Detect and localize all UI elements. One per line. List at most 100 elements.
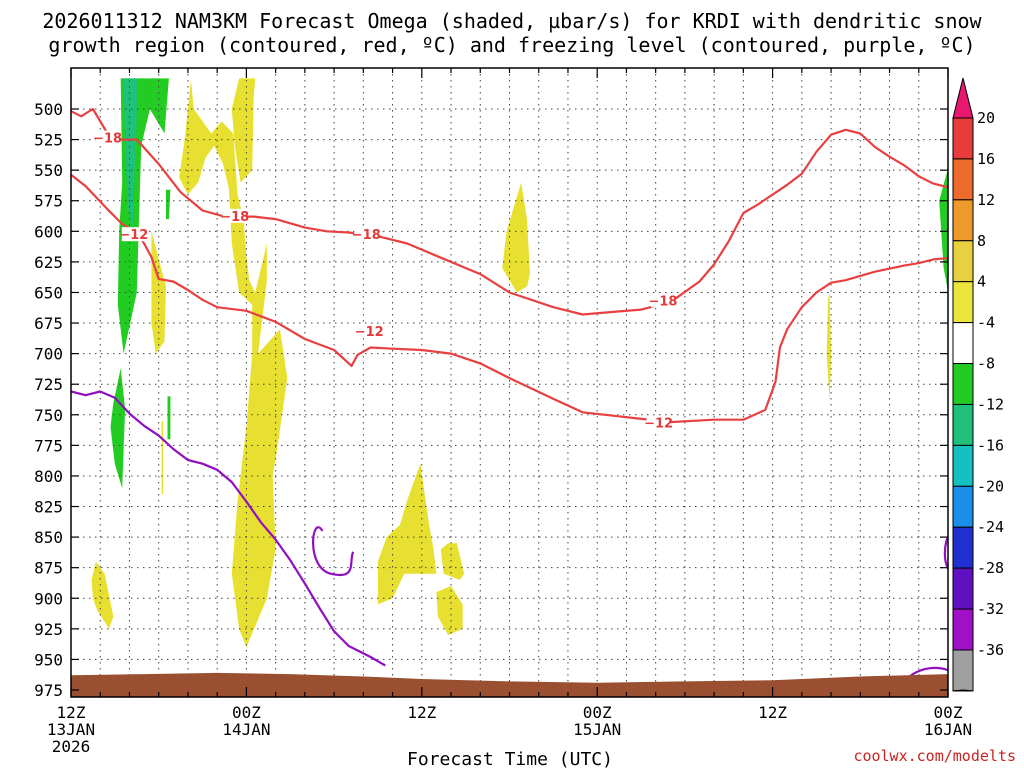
y-tick-label: 575 xyxy=(34,192,63,211)
contour-label-bg xyxy=(354,227,379,242)
y-tick-label: 600 xyxy=(34,222,63,241)
colorbar-block xyxy=(952,117,974,160)
x-tick-label: 00Z xyxy=(232,703,261,722)
colorbar-block xyxy=(952,199,974,242)
y-tick-label: 650 xyxy=(34,283,63,302)
omega-region-1 xyxy=(110,368,126,489)
x-axis-label: Forecast Time (UTC) xyxy=(407,749,613,768)
colorbar-label: -24 xyxy=(977,518,1004,536)
contour-label: −18 xyxy=(93,132,122,147)
y-tick-label: 950 xyxy=(34,650,63,669)
colorbar-label: -4 xyxy=(977,314,995,332)
chart-title-line2: growth region (contoured, red, ºC) and f… xyxy=(48,33,975,57)
contour-label-bg xyxy=(121,227,146,242)
colorbar-label: -28 xyxy=(977,559,1004,577)
omega-region-8 xyxy=(231,78,256,183)
y-axis-ticks: 500 525 550 575 600 625 650 675 700 725 750 775 800 8… xyxy=(34,100,948,700)
omega-region-9 xyxy=(161,420,164,495)
y-tick-label: 925 xyxy=(34,620,63,639)
colorbar-block xyxy=(952,363,974,405)
contour-label-bg xyxy=(222,208,247,223)
colorbar-label: 20 xyxy=(977,109,995,127)
omega-region-3 xyxy=(166,189,171,220)
y-tick-label: 675 xyxy=(34,314,63,333)
colorbar-block xyxy=(952,281,974,324)
freezing-level-loop xyxy=(312,526,355,577)
colorbar-label: -36 xyxy=(977,641,1004,659)
omega-region-14 xyxy=(502,182,530,293)
x-tick-label: 2026 xyxy=(52,737,91,756)
colorbar-label: 8 xyxy=(977,232,986,250)
colorbar: 20 16 12 8 4 -4 -8 -12 -16 -20 -24 -28 -32 -36 xyxy=(952,77,1004,692)
y-tick-label: 725 xyxy=(34,375,63,394)
x-tick-label: 12Z xyxy=(57,703,86,722)
colorbar-block xyxy=(952,608,974,651)
y-tick-label: 900 xyxy=(34,589,63,608)
contour-label: −12 xyxy=(355,325,384,340)
terrain-band xyxy=(71,672,948,697)
y-tick-label: 525 xyxy=(34,131,63,150)
freezing-level-edge xyxy=(943,533,948,571)
colorbar-label: -32 xyxy=(977,600,1004,618)
y-tick-label: 500 xyxy=(34,100,63,119)
colorbar-label: -16 xyxy=(977,436,1004,454)
colorbar-block xyxy=(952,158,974,201)
x-tick-label: 00Z xyxy=(934,703,963,722)
colorbar-block xyxy=(952,526,974,569)
colorbar-block xyxy=(952,240,974,283)
y-tick-label: 550 xyxy=(34,161,63,180)
omega-region-12 xyxy=(440,543,465,580)
omega-region-15 xyxy=(826,292,832,403)
contour-label: −12 xyxy=(644,417,673,432)
colorbar-label: -20 xyxy=(977,477,1004,495)
x-tick-label: 00Z xyxy=(583,703,612,722)
colorbar-top-arrow xyxy=(952,77,974,119)
contour-label-bg xyxy=(646,415,671,430)
y-tick-label: 700 xyxy=(34,345,63,364)
y-tick-label: 775 xyxy=(34,436,63,455)
contour-line-0 xyxy=(71,107,948,316)
omega-region-2 xyxy=(123,78,139,232)
colorbar-label: 4 xyxy=(977,273,986,291)
credit-text: coolwx.com/modelts xyxy=(853,747,1016,765)
contour-label: −18 xyxy=(648,294,677,309)
contour-label: −18 xyxy=(220,210,249,225)
x-tick-label: 12Z xyxy=(758,703,787,722)
contour-label: −18 xyxy=(352,228,381,243)
colorbar-block xyxy=(952,485,974,528)
colorbar-label: -12 xyxy=(977,395,1004,413)
x-tick-label: 16JAN xyxy=(924,720,972,739)
chart-title-line1: 2026011312 NAM3KM Forecast Omega (shaded… xyxy=(42,9,982,33)
colorbar-block xyxy=(952,444,974,487)
y-tick-label: 825 xyxy=(34,498,63,517)
x-tick-label: 15JAN xyxy=(573,720,621,739)
y-tick-label: 850 xyxy=(34,528,63,547)
y-tick-label: 975 xyxy=(34,681,63,700)
omega-region-5 xyxy=(939,168,948,292)
colorbar-block xyxy=(952,322,974,365)
y-tick-label: 875 xyxy=(34,559,63,578)
plot-area: −18 −18 −18 −18 −12 −12 −12 xyxy=(70,67,949,698)
contour-label: −12 xyxy=(119,228,148,243)
colorbar-label: 12 xyxy=(977,191,995,209)
colorbar-bottom-arrow xyxy=(952,689,974,692)
colorbar-label: -8 xyxy=(977,355,995,373)
colorbar-label: 16 xyxy=(977,150,995,168)
colorbar-block xyxy=(952,403,974,446)
omega-region-6 xyxy=(151,231,166,354)
x-tick-label: 12Z xyxy=(407,703,436,722)
y-tick-label: 750 xyxy=(34,406,63,425)
contour-label-bg xyxy=(95,130,120,145)
contour-label-bg xyxy=(357,323,382,338)
y-tick-label: 800 xyxy=(34,467,63,486)
omega-region-10 xyxy=(91,561,114,629)
x-tick-label: 14JAN xyxy=(222,720,270,739)
x-tick-label: 13JAN xyxy=(47,720,95,739)
omega-region-4 xyxy=(167,396,171,440)
contour-label-bg xyxy=(650,293,675,308)
omega-region-7 xyxy=(179,79,288,648)
contour-line-2 xyxy=(71,390,386,667)
y-tick-label: 625 xyxy=(34,253,63,272)
